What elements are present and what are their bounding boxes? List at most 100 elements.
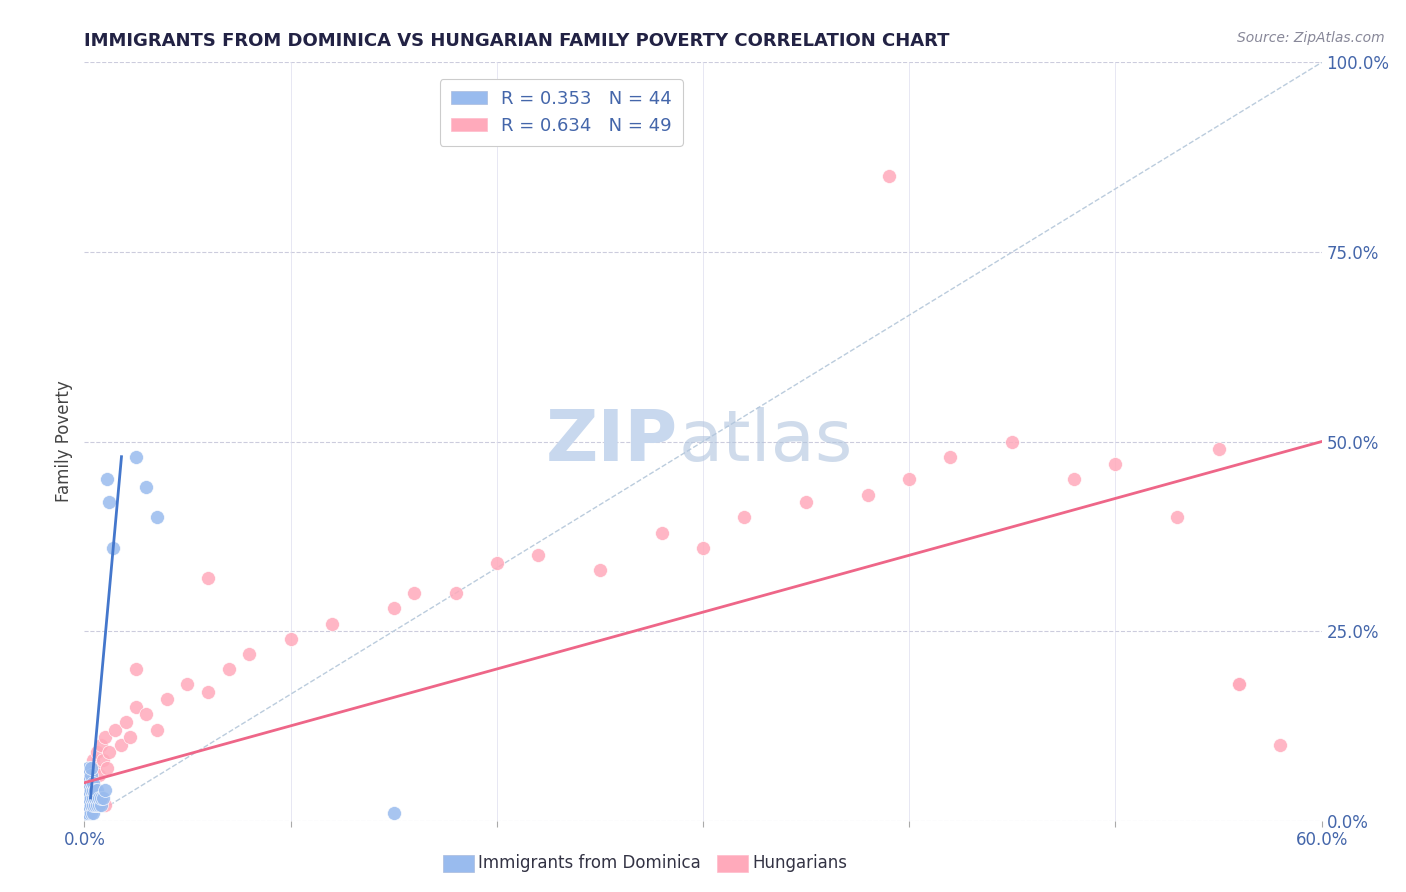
Point [96, 760, 118, 774]
Point [79, 776, 101, 790]
Point [1270, 738, 1292, 752]
Point [83, 760, 105, 774]
Point [86, 783, 108, 797]
Point [135, 480, 157, 494]
Point [98, 746, 121, 760]
Point [77, 791, 100, 805]
Point [75, 806, 97, 821]
Point [856, 487, 879, 501]
Point [77, 791, 100, 805]
Point [98, 495, 121, 509]
Point [82, 753, 104, 767]
Point [733, 510, 755, 524]
Point [83, 791, 105, 805]
Point [86, 746, 108, 760]
Point [485, 556, 508, 570]
Point [91, 753, 114, 767]
Point [77, 798, 100, 813]
Point [82, 798, 104, 813]
Point [94, 798, 117, 813]
Point [145, 723, 167, 737]
Point [1227, 677, 1250, 691]
Point [82, 806, 104, 821]
Point [79, 806, 101, 821]
Y-axis label: Family Poverty: Family Poverty [55, 381, 73, 502]
Point [280, 632, 302, 646]
Point [77, 768, 100, 782]
Point [321, 616, 343, 631]
Point [589, 564, 612, 578]
Point [135, 707, 157, 722]
Text: atlas: atlas [678, 407, 852, 476]
Point [1104, 458, 1126, 472]
Point [110, 738, 132, 752]
Point [75, 783, 97, 797]
Point [86, 798, 108, 813]
Point [125, 450, 148, 464]
Point [1208, 442, 1230, 457]
Text: Hungarians: Hungarians [752, 855, 848, 872]
Point [94, 730, 117, 744]
Point [527, 548, 550, 563]
Point [382, 601, 405, 615]
Point [79, 776, 101, 790]
Point [87, 798, 110, 813]
Point [404, 586, 426, 600]
Point [77, 768, 100, 782]
Point [104, 723, 127, 737]
Point [103, 541, 125, 555]
Point [87, 791, 110, 805]
Point [197, 685, 219, 699]
Point [75, 783, 97, 797]
Point [238, 647, 260, 661]
Text: ZIP: ZIP [546, 407, 678, 476]
Point [94, 783, 117, 797]
Point [939, 450, 962, 464]
Point [145, 510, 167, 524]
Point [77, 776, 100, 790]
Point [82, 791, 104, 805]
Point [444, 586, 467, 600]
Point [87, 768, 110, 782]
Point [218, 662, 240, 676]
Point [75, 791, 97, 805]
Point [1001, 434, 1024, 449]
Point [79, 783, 101, 797]
Point [651, 525, 673, 540]
Point [77, 806, 100, 821]
Point [125, 699, 148, 714]
Point [91, 791, 114, 805]
Point [77, 798, 100, 813]
Point [77, 760, 100, 774]
Point [898, 473, 921, 487]
Point [794, 495, 817, 509]
Point [79, 791, 101, 805]
Point [1227, 677, 1250, 691]
Point [156, 692, 179, 706]
Point [90, 738, 112, 752]
Point [83, 798, 105, 813]
Point [692, 541, 714, 555]
Point [118, 730, 141, 744]
Point [90, 791, 112, 805]
Point [197, 571, 219, 585]
Point [82, 783, 104, 797]
Point [79, 760, 101, 774]
Point [125, 662, 148, 676]
Text: IMMIGRANTS FROM DOMINICA VS HUNGARIAN FAMILY POVERTY CORRELATION CHART: IMMIGRANTS FROM DOMINICA VS HUNGARIAN FA… [84, 32, 950, 50]
Point [90, 798, 112, 813]
Point [82, 776, 104, 790]
Point [176, 677, 198, 691]
Point [75, 798, 97, 813]
Point [83, 783, 105, 797]
Text: Immigrants from Dominica: Immigrants from Dominica [478, 855, 700, 872]
Point [877, 169, 900, 184]
Point [79, 768, 101, 782]
Text: Source: ZipAtlas.com: Source: ZipAtlas.com [1237, 31, 1385, 45]
Point [1063, 473, 1085, 487]
Point [77, 783, 100, 797]
Legend: R = 0.353   N = 44, R = 0.634   N = 49: R = 0.353 N = 44, R = 0.634 N = 49 [440, 79, 683, 145]
Point [114, 715, 136, 730]
Point [96, 473, 118, 487]
Point [79, 798, 101, 813]
